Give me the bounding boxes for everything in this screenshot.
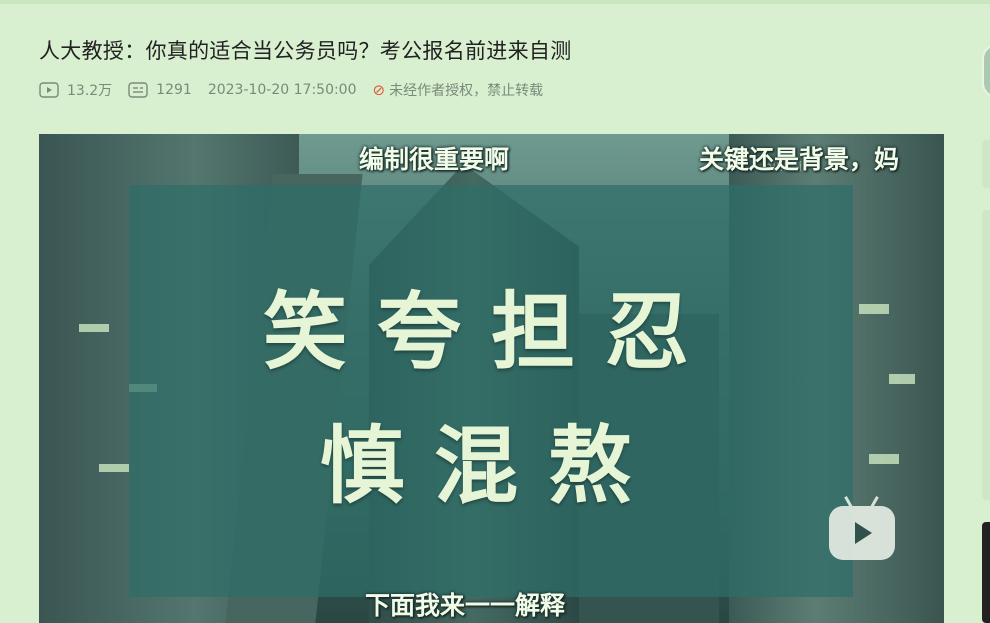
window-light: [869, 454, 899, 464]
video-text-overlay: 笑夸担忍 慎混熬: [129, 185, 853, 597]
video-player[interactable]: bilibili 笑夸担忍 慎混熬 编制很重要啊 关键还是背景，妈 下面我来一一…: [39, 134, 944, 623]
side-panel-dark-card: [982, 522, 990, 623]
bilibili-tv-icon: [829, 506, 895, 560]
window-light: [889, 374, 915, 384]
danmaku-count-icon: [128, 82, 148, 98]
window-light: [79, 324, 109, 332]
danmaku-top-right: 关键还是背景，妈: [699, 145, 900, 174]
uploader-avatar[interactable]: [982, 44, 990, 98]
video-subtitle: 下面我来一一解释: [365, 591, 566, 620]
play-count-icon: [39, 82, 59, 98]
no-repost-icon: ⊘: [372, 81, 386, 99]
video-meta: 13.2万 1291 2023-10-20 17:50:00 ⊘ 未经作者授权，…: [39, 80, 559, 100]
overlay-line-1: 笑夸担忍: [262, 282, 719, 381]
window-light: [859, 304, 889, 314]
view-count: 13.2万: [39, 80, 112, 100]
side-panel-card: [982, 140, 990, 188]
comment-count: 1291: [128, 82, 192, 98]
publish-datetime: 2023-10-20 17:50:00: [207, 82, 357, 98]
play-triangle-icon: [855, 522, 872, 544]
danmaku-top-left: 编制很重要啊: [359, 145, 510, 174]
window-light: [99, 464, 129, 472]
top-divider: [0, 0, 990, 4]
overlay-line-2: 慎混熬: [319, 416, 662, 515]
side-panel-list: [982, 210, 990, 500]
copyright-notice: ⊘ 未经作者授权，禁止转载: [372, 81, 544, 99]
bilibili-watermark: bilibili: [764, 160, 803, 175]
video-title: 人大教授：你真的适合当公务员吗？考公报名前进来自测: [39, 39, 572, 63]
